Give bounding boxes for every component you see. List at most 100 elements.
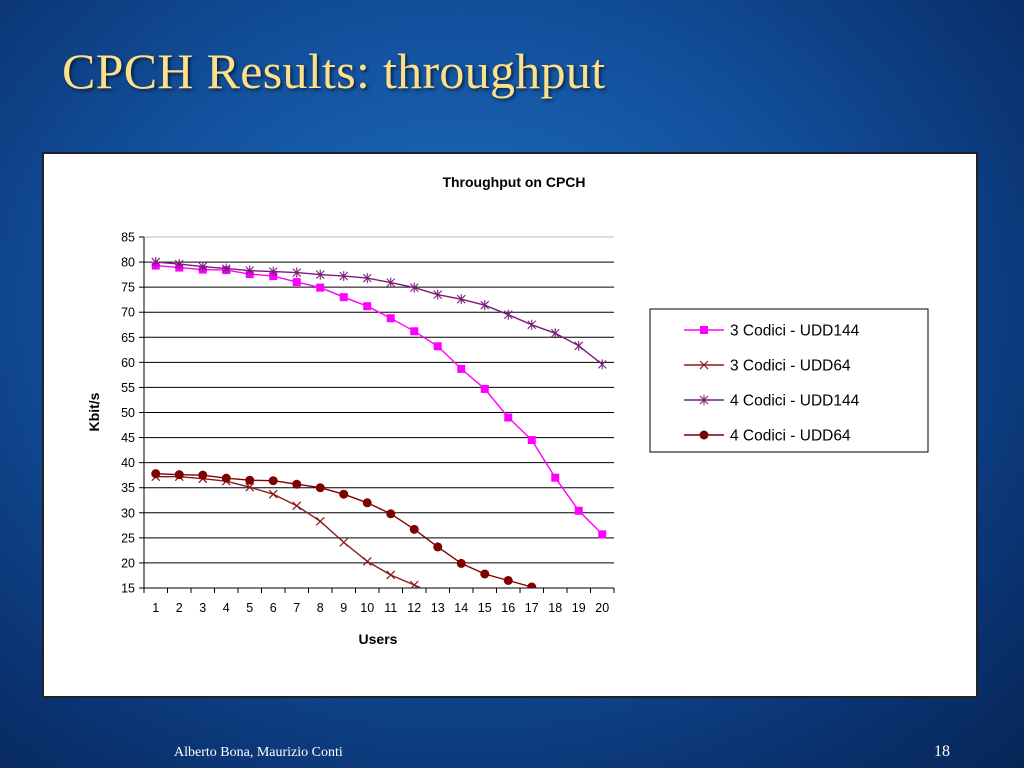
- x-tick-label: 7: [293, 601, 300, 615]
- x-tick-label: 10: [360, 601, 374, 615]
- legend-entry: 4 Codici - UDD64: [684, 428, 851, 445]
- marker-stroke: [292, 501, 302, 511]
- data-point: [456, 558, 466, 568]
- legend-swatch-marker: [699, 360, 709, 370]
- y-tick-label: 70: [121, 306, 135, 320]
- legend-entry: 3 Codici - UDD144: [684, 323, 860, 340]
- legend-entry: 4 Codici - UDD144: [684, 393, 860, 410]
- x-tick-label: 12: [407, 601, 421, 615]
- chart-frame: Throughput on CPCH 15 20 25 30 35 40 45 50 55 60 6…: [42, 152, 978, 698]
- y-tick-label: 75: [121, 281, 135, 295]
- data-point: [268, 476, 278, 486]
- data-point: [315, 269, 325, 280]
- marker-stroke: [699, 360, 709, 370]
- data-point: [503, 575, 513, 585]
- data-point: [386, 570, 396, 580]
- data-point: [504, 413, 513, 422]
- x-tick-label: 20: [595, 601, 609, 615]
- data-point: [480, 569, 490, 579]
- x-tick-label: 3: [199, 601, 206, 615]
- slide-title: CPCH Results: throughput: [62, 43, 606, 99]
- data-point: [292, 278, 301, 287]
- legend-swatch-marker: [700, 326, 708, 334]
- series-4: [151, 469, 540, 588]
- data-point: [221, 473, 231, 483]
- legend: 3 Codici - UDD144 3 Codici - UDD64 4 Codic…: [649, 308, 929, 453]
- data-point: [503, 309, 513, 320]
- x-tick-label: 6: [270, 601, 277, 615]
- x-tick-label: 16: [501, 601, 515, 615]
- data-point: [598, 530, 607, 539]
- series-2: [151, 472, 423, 588]
- data-point: [410, 327, 419, 336]
- data-point: [363, 302, 372, 311]
- data-point: [292, 267, 302, 278]
- legend-label: 3 Codici - UDD64: [730, 358, 851, 375]
- data-point: [433, 542, 443, 552]
- marker-stroke: [410, 580, 419, 588]
- data-point: [315, 516, 325, 526]
- x-tick-label: 1: [152, 601, 159, 615]
- data-point: [198, 470, 208, 480]
- data-point: [527, 436, 536, 445]
- data-point: [409, 524, 419, 534]
- y-tick-label: 20: [121, 556, 135, 570]
- data-point: [574, 340, 584, 351]
- x-axis-label: Users: [359, 631, 398, 647]
- y-tick-label: 50: [121, 406, 135, 420]
- y-tick-label: 15: [121, 582, 135, 596]
- series-3: [151, 257, 607, 370]
- x-tick-label: 9: [340, 601, 347, 615]
- series-group: [151, 257, 607, 588]
- data-point: [339, 271, 349, 282]
- y-tick-label: 80: [121, 256, 135, 270]
- marker-stroke: [268, 489, 278, 499]
- data-point: [339, 293, 348, 302]
- data-point: [362, 273, 372, 284]
- x-tick-label: 19: [572, 601, 586, 615]
- data-point: [339, 537, 349, 547]
- data-point: [151, 469, 161, 479]
- data-point: [574, 506, 583, 515]
- data-point: [480, 384, 489, 393]
- data-point: [221, 263, 231, 274]
- x-tick-label: 14: [454, 601, 468, 615]
- data-point: [456, 294, 466, 305]
- legend-entry: 3 Codici - UDD64: [684, 358, 851, 375]
- data-point: [457, 364, 466, 373]
- legend-label: 4 Codici - UDD144: [730, 393, 860, 410]
- data-point: [151, 257, 161, 268]
- data-point: [245, 265, 255, 276]
- x-tick-label: 18: [548, 601, 562, 615]
- x-tick-label: 13: [431, 601, 445, 615]
- y-tick-label: 25: [121, 531, 135, 545]
- footer-authors: Alberto Bona, Maurizio Conti: [174, 745, 343, 760]
- data-point: [386, 314, 395, 323]
- legend-box: [649, 308, 929, 453]
- data-point: [480, 300, 490, 311]
- gridlines: [144, 236, 614, 564]
- data-point: [433, 289, 443, 300]
- data-point: [268, 266, 278, 277]
- chart-title: Throughput on CPCH: [442, 174, 585, 190]
- marker-stroke: [315, 516, 325, 526]
- marker-stroke: [362, 557, 372, 566]
- y-tick-label: 60: [121, 356, 135, 370]
- data-point: [315, 483, 325, 493]
- series-line: [155, 473, 540, 588]
- data-point: [597, 359, 607, 370]
- page-number: 18: [934, 743, 950, 760]
- marker-stroke: [245, 482, 255, 492]
- x-tick-label: 8: [317, 601, 324, 615]
- data-point: [386, 277, 396, 288]
- data-point: [362, 557, 372, 566]
- legend-label: 4 Codici - UDD64: [730, 428, 851, 445]
- data-point: [292, 479, 302, 489]
- legend-swatch-marker: [699, 395, 709, 405]
- x-tick-label: 4: [223, 601, 230, 615]
- data-point: [174, 259, 184, 270]
- marker-stroke: [386, 570, 396, 580]
- y-tick-label: 55: [121, 381, 135, 395]
- data-point: [245, 482, 255, 492]
